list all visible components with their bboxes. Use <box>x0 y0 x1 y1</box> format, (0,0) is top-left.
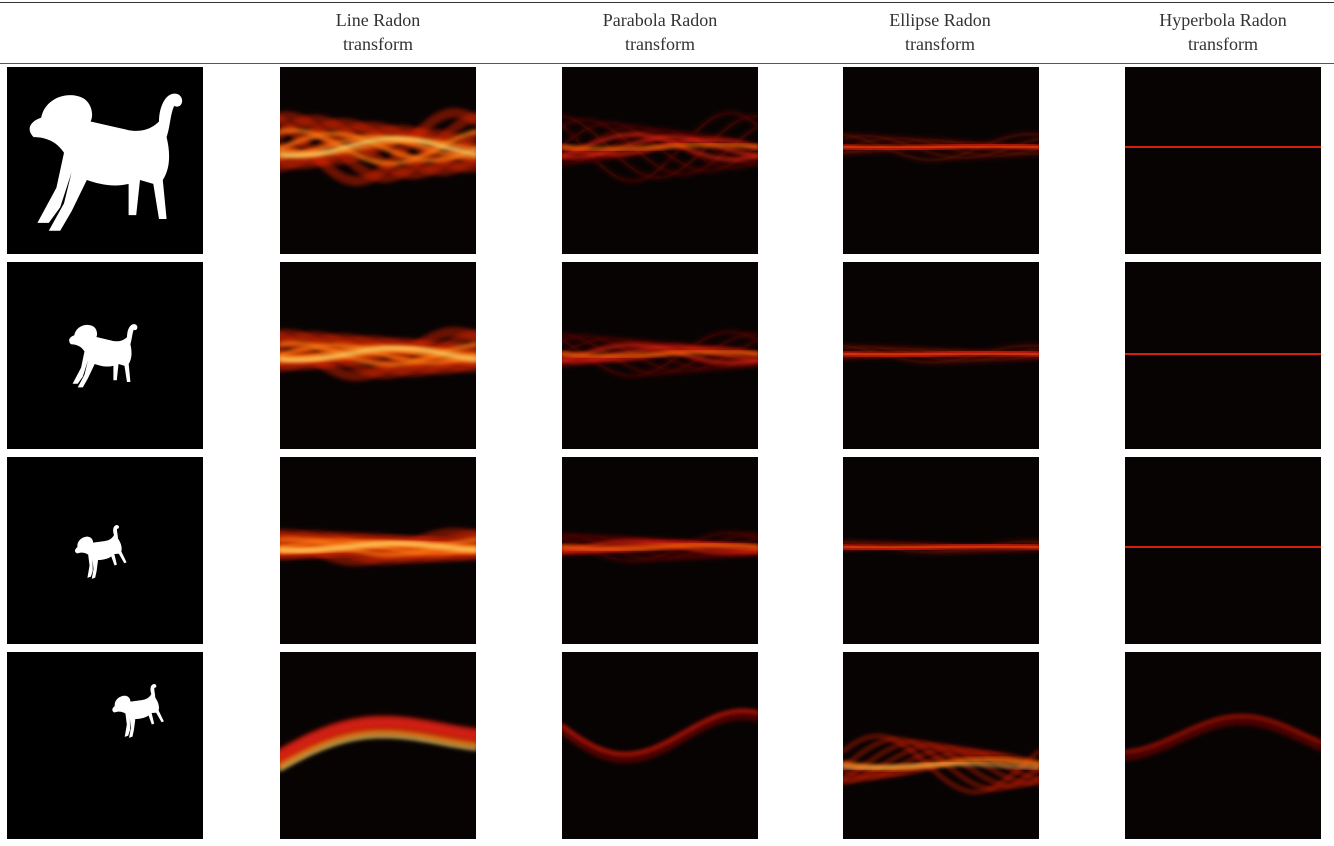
dog-silhouette-large-silhouette <box>29 93 183 231</box>
heat-band <box>562 716 758 764</box>
dog-silhouette-rotated-shifted <box>7 652 203 839</box>
heat-band <box>843 733 1039 795</box>
header-line-radon: Line Radon transform <box>268 8 488 56</box>
dog-silhouette-rotated-small-silhouette <box>75 524 127 579</box>
parabola-radon-cell-row-3 <box>562 457 758 644</box>
dog-silhouette-medium-silhouette <box>69 324 138 388</box>
hyperbola-radon-cell-row-1 <box>1125 67 1321 254</box>
heat-band <box>843 134 1039 160</box>
heat-band <box>843 763 1039 769</box>
heat-band <box>562 709 758 756</box>
heat-band <box>280 136 476 158</box>
heat-band <box>280 715 476 757</box>
parabola-radon-cell-row-2 <box>562 262 758 449</box>
header-ellipse-radon-l1: Ellipse Radon <box>889 10 991 30</box>
heat-band <box>562 350 758 358</box>
heat-band <box>843 352 1039 356</box>
source-image-row-4 <box>7 652 203 839</box>
source-image-row-1 <box>7 67 203 254</box>
hyperbola-radon-heatmap <box>1125 652 1321 839</box>
heat-band <box>562 111 758 183</box>
heat-band <box>562 114 758 180</box>
ellipse-radon-cell-row-1 <box>843 67 1039 254</box>
parabola-radon-heatmap <box>562 67 758 254</box>
line-radon-cell-row-2 <box>280 262 476 449</box>
ellipse-radon-cell-row-3 <box>843 457 1039 644</box>
line-radon-cell-row-4 <box>280 652 476 839</box>
heat-band <box>562 330 758 378</box>
ellipse-radon-cell-row-4 <box>843 652 1039 839</box>
dog-silhouette-rotated-shifted-silhouette <box>112 684 164 738</box>
ellipse-radon-heatmap <box>843 457 1039 644</box>
source-image-row-3 <box>7 457 203 644</box>
heat-band <box>1125 721 1321 761</box>
dog-silhouette-medium <box>7 262 203 449</box>
hyperbola-radon-cell-row-3 <box>1125 457 1321 644</box>
ellipse-radon-cell-row-2 <box>843 262 1039 449</box>
dog-silhouette-rotated-small <box>7 457 203 644</box>
parabola-radon-cell-row-4 <box>562 652 758 839</box>
parabola-radon-heatmap <box>562 652 758 839</box>
line-radon-cell-row-1 <box>280 67 476 254</box>
top-rule <box>0 2 1334 3</box>
heat-band <box>562 132 758 162</box>
line-radon-cell-row-3 <box>280 457 476 644</box>
hyperbola-radon-heatmap <box>1125 262 1321 449</box>
header-hyperbola-radon: Hyperbola Radon transform <box>1113 8 1333 56</box>
header-rule <box>0 63 1334 64</box>
heat-band <box>562 539 758 555</box>
header-parabola-radon-l2: transform <box>625 34 695 54</box>
line-radon-heatmap <box>280 262 476 449</box>
header-ellipse-radon: Ellipse Radon transform <box>830 8 1050 56</box>
header-line-radon-l1: Line Radon <box>335 10 421 30</box>
heat-band <box>843 343 1039 365</box>
header-hyperbola-radon-l1: Hyperbola Radon <box>1159 10 1287 30</box>
heat-band <box>562 342 758 365</box>
heat-band <box>562 532 758 562</box>
ellipse-radon-heatmap <box>843 652 1039 839</box>
parabola-radon-cell-row-1 <box>562 67 758 254</box>
line-radon-heatmap <box>280 67 476 254</box>
hyperbola-radon-heatmap <box>1125 67 1321 254</box>
line-radon-heatmap <box>280 457 476 644</box>
heat-band <box>843 545 1039 549</box>
heat-band <box>280 131 476 163</box>
header-parabola-radon-l1: Parabola Radon <box>602 10 718 30</box>
hyperbola-radon-heatmap <box>1125 457 1321 644</box>
heat-band <box>843 736 1039 792</box>
heat-band <box>562 332 758 376</box>
dog-silhouette-large <box>7 67 203 254</box>
heat-band <box>843 345 1039 363</box>
heat-band <box>280 114 476 180</box>
heat-band <box>280 346 476 362</box>
header-hyperbola-radon-l2: transform <box>1188 34 1258 54</box>
heat-band <box>280 541 476 553</box>
header-ellipse-radon-l2: transform <box>905 34 975 54</box>
heat-band <box>843 132 1039 162</box>
header-line-radon-l2: transform <box>343 34 413 54</box>
header-parabola-radon: Parabola Radon transform <box>550 8 770 56</box>
heat-band <box>280 734 476 771</box>
ellipse-radon-heatmap <box>843 262 1039 449</box>
source-image-row-2 <box>7 262 203 449</box>
hyperbola-radon-cell-row-2 <box>1125 262 1321 449</box>
heat-band <box>562 543 758 551</box>
heat-band <box>1125 714 1321 753</box>
parabola-radon-heatmap <box>562 457 758 644</box>
heat-band <box>562 143 758 151</box>
parabola-radon-heatmap <box>562 262 758 449</box>
ellipse-radon-heatmap <box>843 67 1039 254</box>
heat-band <box>280 729 476 769</box>
hyperbola-radon-cell-row-4 <box>1125 652 1321 839</box>
line-radon-heatmap <box>280 652 476 839</box>
heat-band <box>843 145 1039 149</box>
heat-band <box>280 134 476 160</box>
